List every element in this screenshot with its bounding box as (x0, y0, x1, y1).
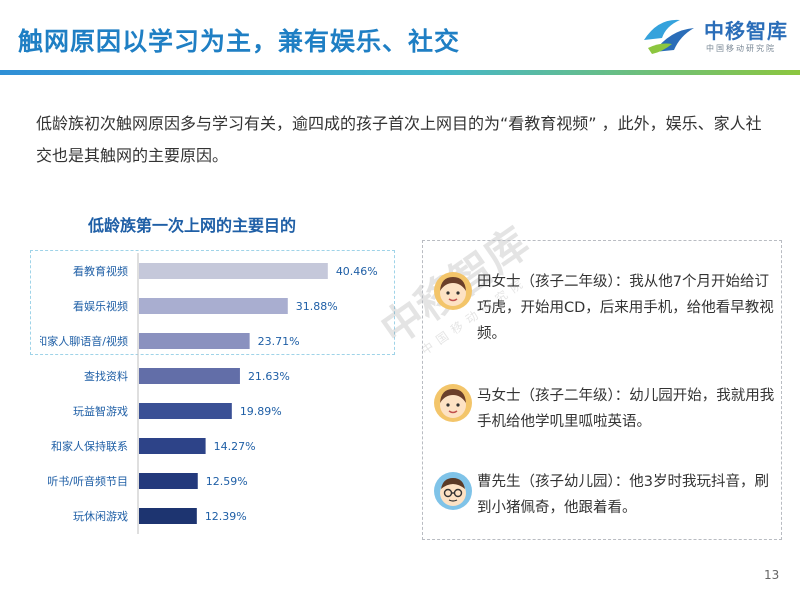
girl-avatar-icon (434, 384, 472, 422)
brand-logo: 中移智库 中国移动研究院 (640, 10, 795, 60)
logo-name: 中移智库 (704, 19, 788, 43)
value-label: 23.71% (258, 335, 300, 348)
value-label: 14.27% (214, 440, 256, 453)
bar (139, 473, 198, 489)
value-label: 12.59% (206, 475, 248, 488)
quotes-panel: 田女士（孩子二年级）：我从他7个月开始给订巧虎，开始用CD，后来用手机，给他看早… (422, 240, 782, 540)
bar (139, 333, 250, 349)
chart-title: 低龄族第一次上网的主要目的 (88, 216, 297, 235)
value-label: 19.89% (240, 405, 282, 418)
bar (139, 368, 240, 384)
category-label: 玩休闲游戏 (73, 509, 128, 523)
page-title: 触网原因以学习为主，兼有娱乐、社交 (18, 27, 461, 56)
category-label: 看娱乐视频 (73, 299, 128, 313)
category-label: 和家人聊语音/视频 (40, 334, 128, 348)
category-label: 看教育视频 (73, 264, 128, 278)
bar (139, 263, 328, 279)
bar (139, 298, 288, 314)
header-divider (0, 70, 800, 75)
logo-swoosh-icon (644, 19, 694, 54)
bar (139, 403, 232, 419)
value-label: 31.88% (296, 300, 338, 313)
bar-chart: 看教育视频 40.46% 看娱乐视频 31.88% 和家人聊语音/视频 23.71% 查找资… (40, 253, 378, 534)
logo-subtitle: 中国移动研究院 (706, 44, 776, 53)
bar (139, 438, 206, 454)
chart-highlight-box (30, 250, 395, 355)
quote-text: 田女士（孩子二年级）：我从他7个月开始给订巧虎，开始用CD，后来用手机，给他看早… (477, 274, 774, 342)
quote-text: 马女士（孩子二年级）：幼儿园开始，我就用我手机给他学叽里呱啦英语。 (477, 388, 775, 430)
value-label: 21.63% (248, 370, 290, 383)
value-label: 12.39% (205, 510, 247, 523)
intro-paragraph: 低龄族初次触网原因多与学习有关，逾四成的孩子首次上网目的为“看教育视频” ，此外… (36, 114, 762, 165)
category-label: 听书/听音频节目 (47, 474, 128, 488)
value-label: 40.46% (336, 265, 378, 278)
man-glasses-avatar-icon (434, 472, 472, 510)
category-label: 玩益智游戏 (73, 404, 128, 418)
category-label: 查找资料 (84, 369, 128, 383)
page-number: 13 (764, 568, 780, 582)
bar (139, 508, 197, 524)
quote-text: 曹先生（孩子幼儿园）：他3岁时我玩抖音，刷到小猪佩奇，他跟着看。 (477, 474, 769, 516)
category-label: 和家人保持联系 (51, 439, 128, 453)
girl-avatar-icon (434, 272, 472, 310)
